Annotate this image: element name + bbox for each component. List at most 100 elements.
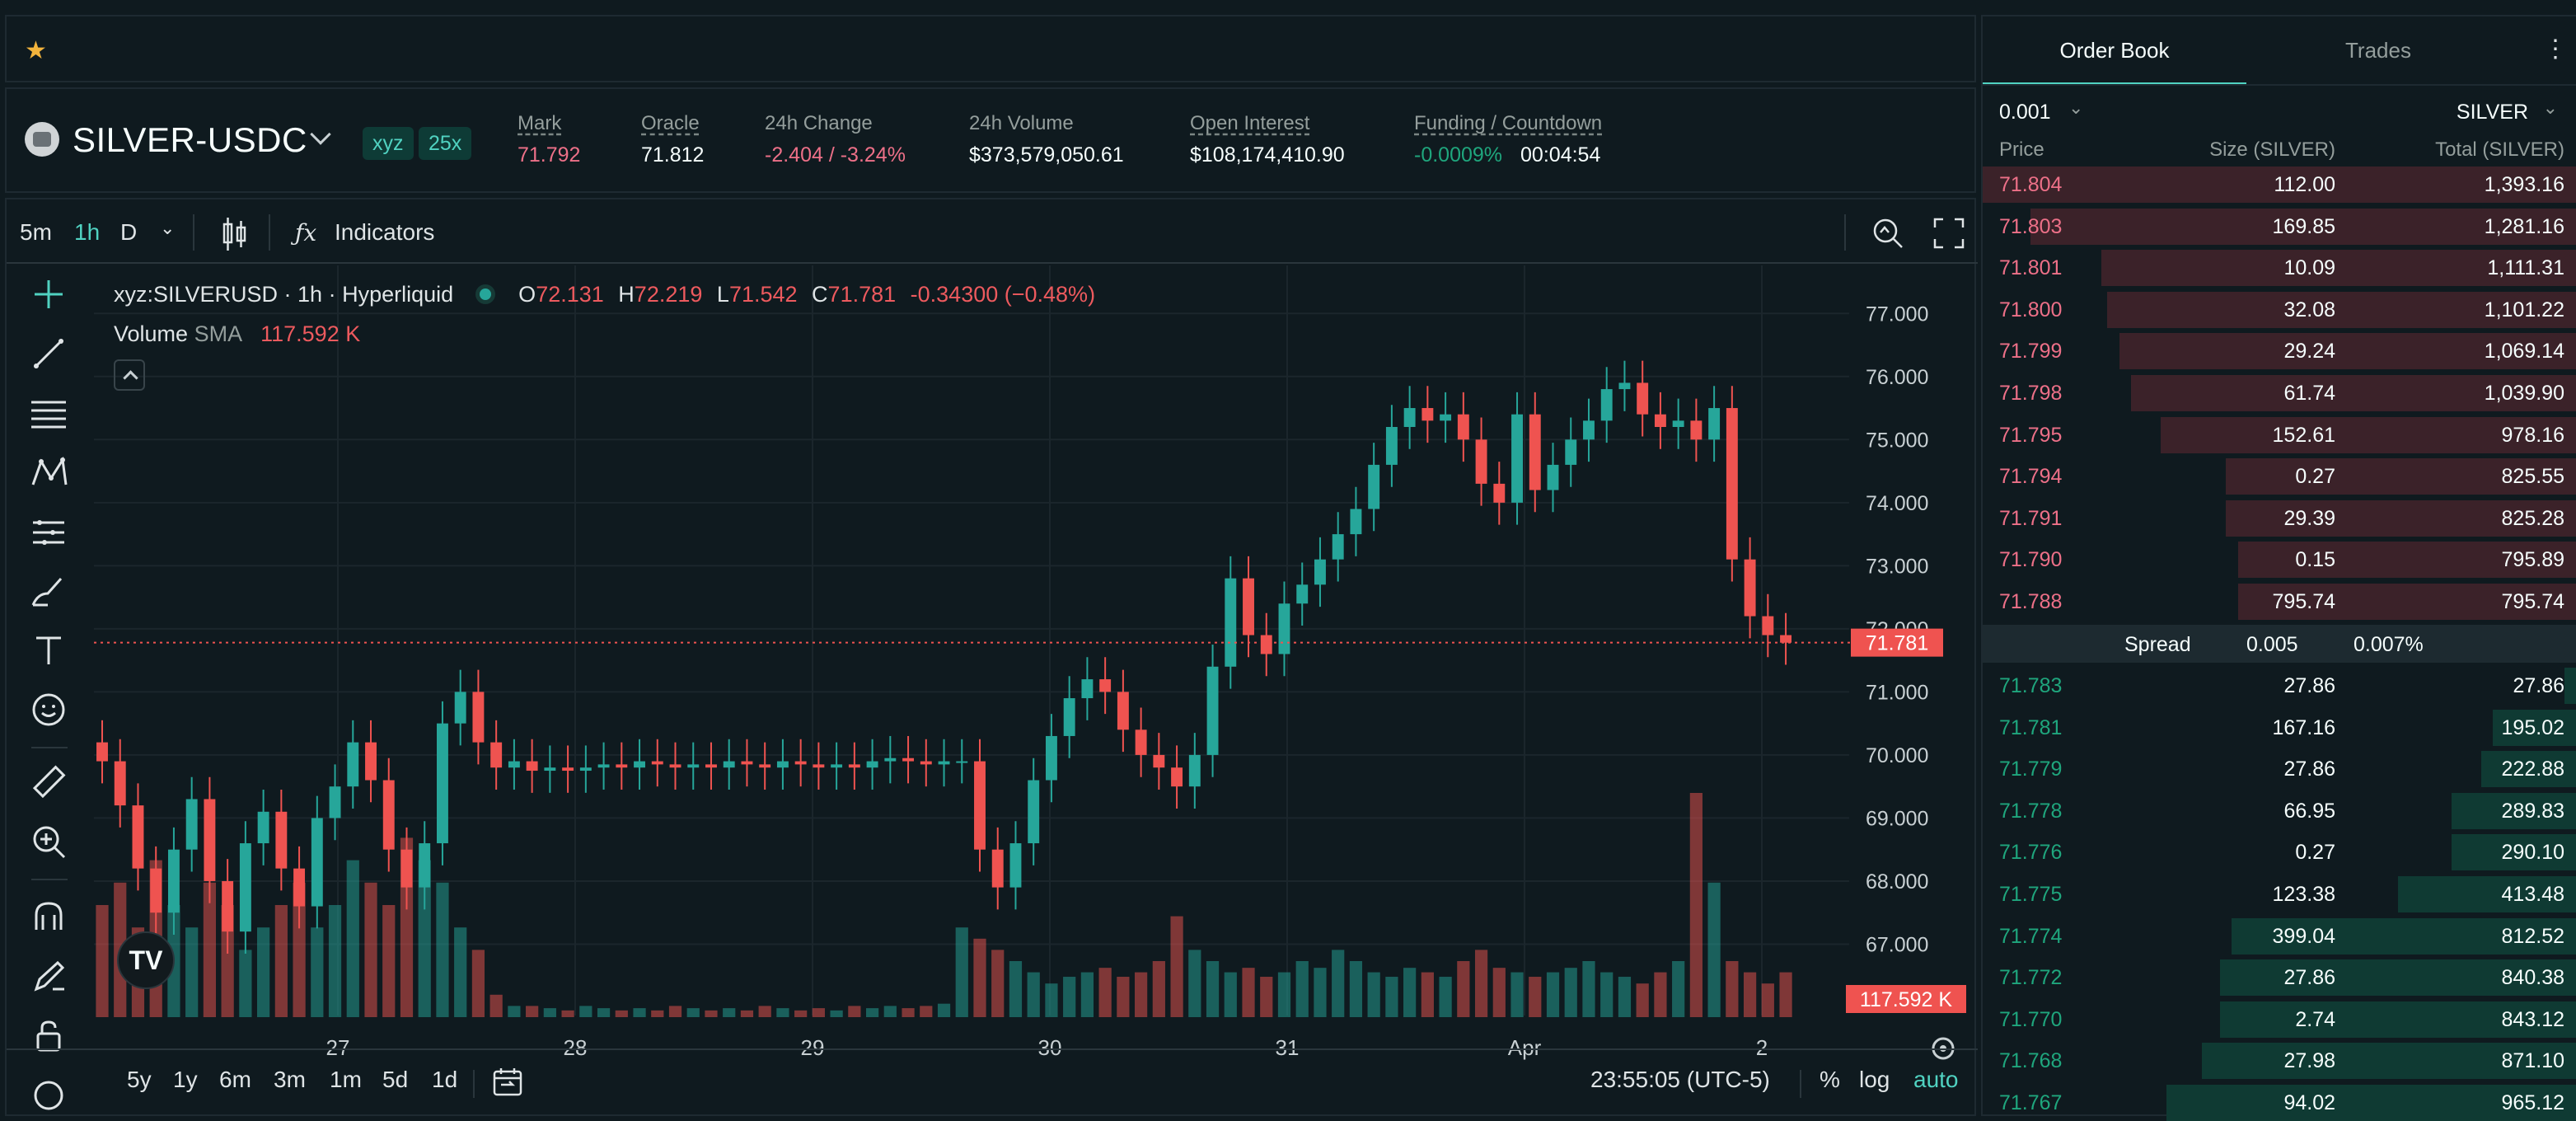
volume-bar xyxy=(436,882,449,1017)
ask-row[interactable]: 71.800 32.08 1,101.22 xyxy=(1983,290,2576,328)
chevron-down-icon[interactable]: ⌄ xyxy=(2542,97,2558,118)
collapse-legend-button[interactable] xyxy=(114,359,145,391)
emoji-icon[interactable] xyxy=(28,689,69,730)
divider xyxy=(31,879,68,880)
log-scale-button[interactable]: log xyxy=(1859,1067,1890,1092)
replay-icon[interactable] xyxy=(1871,214,1907,252)
market-symbol[interactable]: SILVER-USDC xyxy=(73,120,307,159)
fib-lines-icon[interactable] xyxy=(28,392,69,434)
indicators-button[interactable]: Indicators xyxy=(335,219,435,245)
range-5d[interactable]: 5d xyxy=(382,1067,409,1092)
x-tick-label: 2 xyxy=(1756,1035,1768,1060)
interval-d[interactable]: D xyxy=(120,219,138,245)
volume-bar xyxy=(883,1006,897,1017)
chevron-down-icon[interactable]: ⌄ xyxy=(2068,97,2084,118)
volume-bar xyxy=(615,1010,628,1017)
bid-row[interactable]: 71.781 167.16 195.02 xyxy=(1983,708,2576,746)
spread-value: 0.005 xyxy=(2246,633,2298,656)
stat-label[interactable]: Open Interest xyxy=(1190,112,1310,134)
stat-label[interactable]: Funding / Countdown xyxy=(1414,112,1603,134)
interval-1h[interactable]: 1h xyxy=(74,219,101,245)
y-tick-label: 69.000 xyxy=(1866,807,1928,830)
crosshair-icon[interactable] xyxy=(28,274,69,315)
ask-row[interactable]: 71.801 10.09 1,111.31 xyxy=(1983,248,2576,287)
eye-icon[interactable] xyxy=(28,1075,69,1116)
fullscreen-icon[interactable] xyxy=(1933,218,1965,249)
tab-order-book[interactable]: Order Book xyxy=(2059,38,2170,63)
ask-row[interactable]: 71.790 0.15 795.89 xyxy=(1983,540,2576,579)
bid-row[interactable]: 71.775 123.38 413.48 xyxy=(1983,875,2576,912)
ask-row[interactable]: 71.788 795.74 795.74 xyxy=(1983,582,2576,620)
more-options-icon[interactable]: ⋮ xyxy=(2543,35,2568,63)
candle xyxy=(1028,780,1040,844)
text-icon[interactable] xyxy=(28,630,69,671)
chart-clock[interactable]: 23:55:05 (UTC-5) xyxy=(1590,1067,1770,1092)
function-icon[interactable]: ƒx xyxy=(295,219,317,246)
forecast-icon[interactable] xyxy=(28,511,69,552)
candle xyxy=(974,761,986,850)
ask-row[interactable]: 71.795 152.61 978.16 xyxy=(1983,415,2576,453)
percent-scale-button[interactable]: % xyxy=(1820,1067,1840,1092)
volume-bar xyxy=(364,882,377,1017)
volume-bar xyxy=(1564,968,1577,1017)
order-total: 222.88 xyxy=(2501,757,2564,781)
volume-value: 117.592 K xyxy=(260,321,361,346)
pattern-icon[interactable] xyxy=(28,452,69,493)
bid-row[interactable]: 71.767 94.02 965.12 xyxy=(1983,1083,2576,1121)
depth-bar xyxy=(2107,291,2576,328)
bid-row[interactable]: 71.770 2.74 843.12 xyxy=(1983,1000,2576,1038)
range-3m[interactable]: 3m xyxy=(274,1067,306,1092)
depth-bar xyxy=(2220,1001,2576,1038)
magnet-icon[interactable] xyxy=(28,897,69,938)
chevron-down-icon[interactable] xyxy=(310,124,331,145)
candle xyxy=(884,757,897,762)
stat-value-main: $108,174,410.90 xyxy=(1190,143,1345,167)
volume-label: Volume xyxy=(114,321,189,346)
ask-row[interactable]: 71.794 0.27 825.55 xyxy=(1983,457,2576,495)
unit-select[interactable]: SILVER xyxy=(2456,101,2528,124)
ask-row[interactable]: 71.791 29.39 825.28 xyxy=(1983,499,2576,537)
bid-row[interactable]: 71.772 27.86 840.38 xyxy=(1983,958,2576,997)
range-1y[interactable]: 1y xyxy=(173,1067,198,1092)
bid-row[interactable]: 71.779 27.86 222.88 xyxy=(1983,749,2576,788)
x-tick-label: Apr xyxy=(1508,1035,1542,1060)
ask-row[interactable]: 71.803 169.85 1,281.16 xyxy=(1983,207,2576,245)
auto-scale-button[interactable]: auto xyxy=(1913,1067,1959,1092)
lock-drawings-icon[interactable] xyxy=(28,956,69,997)
range-1m[interactable]: 1m xyxy=(330,1067,362,1092)
range-1d[interactable]: 1d xyxy=(432,1067,458,1092)
candle xyxy=(1243,578,1254,636)
trend-line-icon[interactable] xyxy=(28,333,69,374)
bid-row[interactable]: 71.778 66.95 289.83 xyxy=(1983,791,2576,829)
candle xyxy=(669,764,681,768)
range-6m[interactable]: 6m xyxy=(219,1067,251,1092)
ask-row[interactable]: 71.799 29.24 1,069.14 xyxy=(1983,331,2576,370)
zoom-in-icon[interactable] xyxy=(28,821,69,862)
bid-row[interactable]: 71.783 27.86 27.86 xyxy=(1983,666,2576,704)
tick-size-select[interactable]: 0.001 xyxy=(1999,101,2051,124)
divider xyxy=(269,214,270,251)
order-price: 71.788 xyxy=(1999,590,2063,613)
divider xyxy=(7,262,1978,264)
range-5y[interactable]: 5y xyxy=(127,1067,152,1092)
bid-row[interactable]: 71.768 27.98 871.10 xyxy=(1983,1041,2576,1080)
ask-row[interactable]: 71.804 112.00 1,393.16 xyxy=(1983,165,2576,203)
candle-style-icon[interactable] xyxy=(219,216,249,252)
brush-icon[interactable] xyxy=(28,570,69,612)
tab-trades[interactable]: Trades xyxy=(2345,38,2411,63)
ask-row[interactable]: 71.798 61.74 1,039.90 xyxy=(1983,373,2576,411)
volume-bar xyxy=(651,1010,664,1017)
price-chart[interactable]: 77.00076.00075.00074.00073.00072.00071.0… xyxy=(94,265,1976,1060)
lock-icon[interactable] xyxy=(28,1015,69,1057)
bid-row[interactable]: 71.776 0.27 290.10 xyxy=(1983,833,2576,871)
interval-5m[interactable]: 5m xyxy=(20,219,52,245)
stat-label[interactable]: Oracle xyxy=(641,112,700,134)
chevron-down-icon[interactable]: ⌄ xyxy=(160,218,176,238)
bid-row[interactable]: 71.774 399.04 812.52 xyxy=(1983,917,2576,954)
volume-bar xyxy=(508,1006,521,1017)
ruler-icon[interactable] xyxy=(28,762,69,803)
volume-bar xyxy=(740,1010,754,1017)
stat-label[interactable]: Mark xyxy=(518,112,562,134)
star-icon[interactable]: ★ xyxy=(25,37,47,64)
calendar-range-icon[interactable] xyxy=(491,1067,526,1100)
